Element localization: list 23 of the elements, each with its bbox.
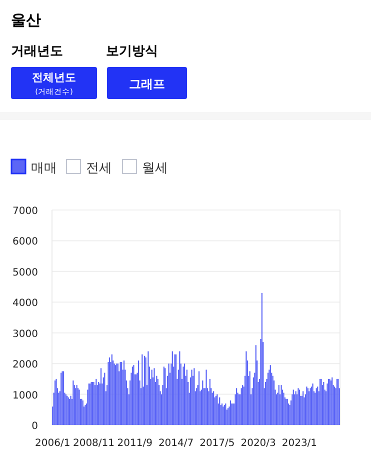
text: 그래프 <box>129 77 165 91</box>
text: 보기방식 <box>106 44 158 59</box>
x-tick-label: 2023/1 <box>282 438 318 449</box>
x-tick-label: 2011/9 <box>117 438 152 449</box>
x-tick-label: 2020/3 <box>240 438 276 449</box>
y-tick-label: 6000 <box>12 236 38 248</box>
text: 월세 <box>142 161 168 176</box>
legend-label: 매매 <box>31 161 57 176</box>
text: 전체년도 <box>32 71 76 84</box>
text: 거래년도 <box>11 44 63 59</box>
y-tick-label: 5000 <box>12 267 38 278</box>
x-tick-label: 2017/5 <box>200 438 235 449</box>
y-tick-label: 2000 <box>12 360 38 371</box>
chart-title: 울산 <box>11 11 41 29</box>
y-tick-label: 0 <box>32 421 38 432</box>
text: 전세 <box>86 161 112 176</box>
y-tick-label: 7000 <box>12 206 38 217</box>
x-tick-label: 2014/7 <box>158 438 194 449</box>
y-tick-label: 3000 <box>12 328 38 340</box>
y-tick-label: 1000 <box>12 390 38 402</box>
y-tick-label: 4000 <box>12 298 38 310</box>
x-tick-label: 2006/1 <box>35 438 70 449</box>
x-tick-label: 2008/11 <box>72 438 115 449</box>
